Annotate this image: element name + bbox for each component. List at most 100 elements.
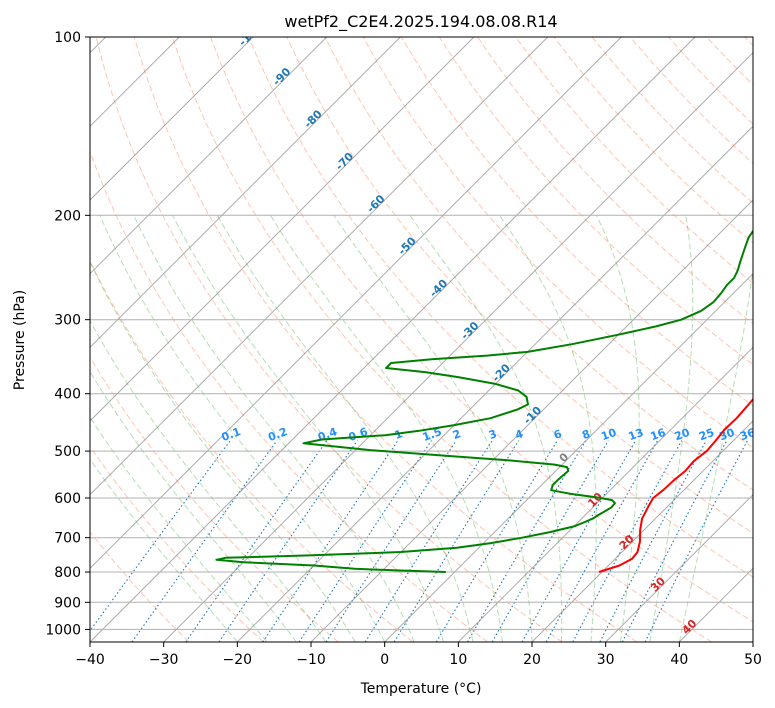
isotherm-line <box>752 641 753 642</box>
isotherm-line <box>457 346 753 642</box>
mixing-ratio-line <box>131 440 278 642</box>
mixing-ratio-line <box>644 440 748 642</box>
moist-adiabat <box>499 215 597 642</box>
moist-adiabat <box>90 260 356 642</box>
dry-adiabat <box>90 445 264 642</box>
y-tick-label: 1000 <box>45 622 81 638</box>
dry-adiabat <box>90 531 190 642</box>
mixing-ratio-label: 0.6 <box>347 425 370 444</box>
chart-title: wetPf2_C2E4.2025.194.08.08.R14 <box>284 12 557 32</box>
y-axis: 100 200 300 400 500 600 700 800 900 1000 <box>45 30 90 638</box>
moist-adiabat <box>217 215 474 642</box>
isotherm-line <box>384 272 753 642</box>
isotherm-line <box>605 493 753 642</box>
moist-adiabat <box>133 215 415 642</box>
series-lines <box>215 229 753 573</box>
y-tick-label: 700 <box>54 531 81 547</box>
mixing-ratio-line <box>262 440 399 642</box>
mixing-ratio-label: 10 <box>599 426 618 444</box>
dry-adiabat <box>90 356 339 642</box>
mixing-ratio-label: 3 <box>487 427 499 442</box>
isotherm-line <box>90 37 622 570</box>
mixing-ratio-label: 0.2 <box>266 425 289 444</box>
mixing-ratio-line <box>435 440 558 642</box>
y-tick-label: 400 <box>54 387 81 403</box>
isotherm-line <box>236 125 753 642</box>
mixing-ratio-line <box>298 440 432 642</box>
mixing-ratio-line <box>325 440 457 642</box>
background-lines <box>90 37 753 642</box>
temperature-line <box>598 397 753 573</box>
mixing-ratio-line <box>364 440 493 642</box>
dry-adiabat <box>90 150 488 642</box>
x-tick-label: −20 <box>223 652 253 668</box>
mixing-ratio-label: 8 <box>580 427 592 442</box>
isotherm-line <box>531 420 753 642</box>
moist-adiabat <box>90 458 238 642</box>
x-tick-label: 50 <box>744 652 762 668</box>
moist-adiabat <box>90 416 268 642</box>
mixing-ratio-label: 2 <box>451 427 463 442</box>
isotherm-line <box>90 37 475 422</box>
dry-adiabat <box>438 37 753 366</box>
moist-adiabat <box>596 215 640 642</box>
moist-adiabat <box>678 265 753 642</box>
mixing-ratio-label: 6 <box>552 427 564 442</box>
isotherm-line <box>90 37 328 275</box>
moist-adiabat <box>270 215 503 642</box>
isotherm-line <box>90 37 254 201</box>
isotherm-line <box>90 37 549 496</box>
moist-adiabat <box>172 215 445 642</box>
isotherm-line <box>90 37 401 349</box>
dewpoint-line <box>215 229 753 573</box>
mixing-ratio-label: 16 <box>649 426 668 444</box>
dry-adiabat <box>95 37 563 642</box>
mixing-ratio-label: 20 <box>673 426 692 444</box>
mixing-ratio-label: 1 <box>393 427 405 442</box>
x-axis-title: Temperature (°C) <box>360 681 482 697</box>
mixing-ratio-label: 36 <box>738 426 757 444</box>
x-tick-label: 30 <box>597 652 615 668</box>
dry-adiabat <box>171 37 712 642</box>
dry-adiabat <box>248 37 753 578</box>
x-tick-label: 20 <box>523 652 541 668</box>
mixing-ratio-label: 30 <box>718 426 737 444</box>
dry-adiabat <box>400 37 753 407</box>
moist-adiabat <box>649 215 694 642</box>
mixing-ratio-label: 4 <box>513 427 525 442</box>
mixing-ratio-line <box>572 440 683 642</box>
x-tick-label: 0 <box>380 652 389 668</box>
plot-frame <box>89 36 754 643</box>
mixing-ratio-line <box>467 440 587 642</box>
x-tick-label: −30 <box>149 652 179 668</box>
y-tick-label: 500 <box>54 444 81 460</box>
mixing-ratio-label: 25 <box>697 426 716 443</box>
isotherm-label: -100 <box>236 20 265 49</box>
y-axis-title: Pressure (hPa) <box>12 290 28 390</box>
y-tick-label: 800 <box>54 565 81 581</box>
moist-adiabat <box>90 370 297 642</box>
moist-adiabat <box>90 319 327 642</box>
y-tick-label: 600 <box>54 491 81 507</box>
isotherm-line <box>310 199 753 642</box>
plot-background <box>90 37 753 642</box>
y-tick-label: 300 <box>54 313 81 329</box>
y-tick-label: 100 <box>54 30 81 46</box>
moist-adiabat <box>333 215 533 642</box>
isotherm-line <box>90 37 696 642</box>
mixing-ratio-line <box>185 440 328 642</box>
mixing-ratio-label: 13 <box>627 426 646 443</box>
mixing-ratio-line <box>491 440 609 642</box>
dry-adiabat <box>133 37 638 642</box>
x-tick-label: 40 <box>670 652 688 668</box>
mixing-ratio-line <box>545 440 659 642</box>
mixing-ratio-line <box>521 440 637 642</box>
isotherm-line <box>163 51 753 642</box>
dry-adiabat <box>515 37 753 284</box>
grid-lines <box>90 37 753 642</box>
x-axis: −40 −30 −20 −10 0 10 20 30 40 50 <box>75 642 762 668</box>
x-tick-label: −40 <box>75 652 105 668</box>
y-tick-label: 200 <box>54 208 81 224</box>
y-tick-label: 900 <box>54 595 81 611</box>
